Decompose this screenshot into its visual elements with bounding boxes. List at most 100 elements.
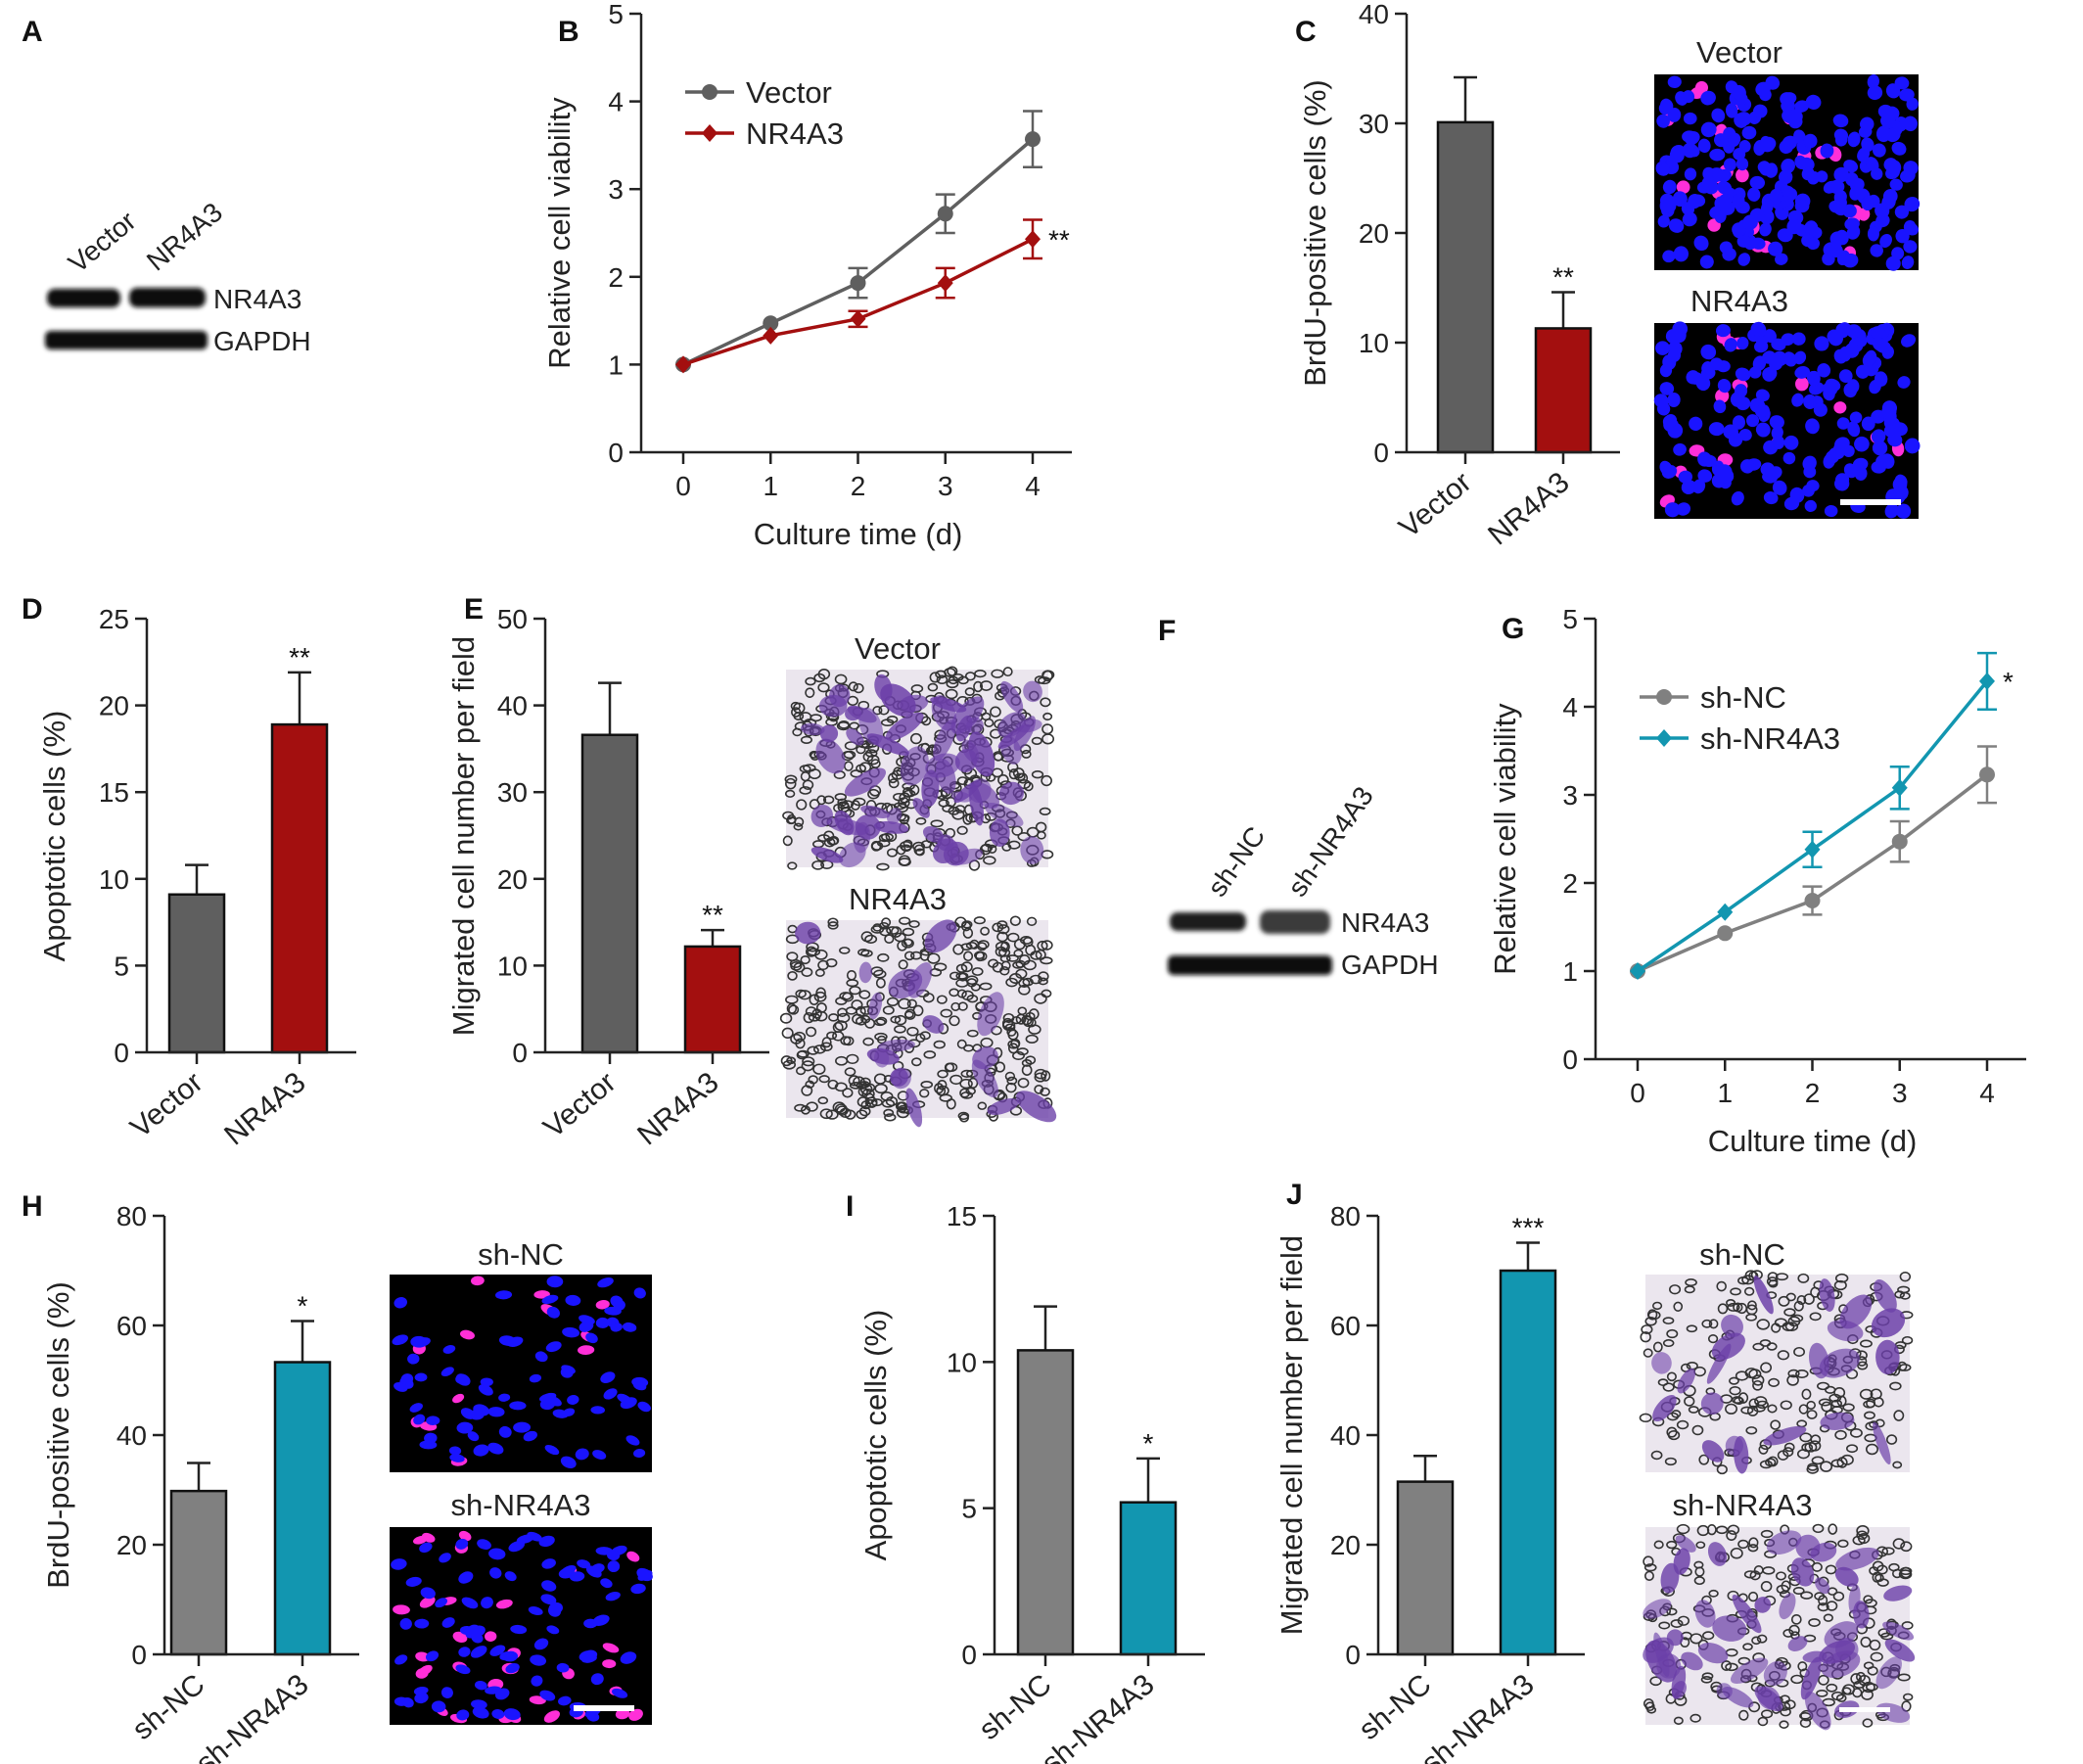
pore <box>1009 915 1021 926</box>
nucleus <box>407 1353 420 1365</box>
pore <box>1018 984 1031 996</box>
stained-cell <box>1820 1412 1855 1430</box>
pore <box>1806 1464 1820 1474</box>
nucleus <box>1713 399 1727 414</box>
nucleus <box>592 1614 610 1626</box>
pore <box>919 1089 930 1098</box>
pore <box>1816 1381 1830 1391</box>
nucleus <box>547 1604 562 1617</box>
y-tick-label: 1 <box>608 349 624 380</box>
nucleus <box>424 1432 438 1444</box>
nucleus <box>1659 382 1675 395</box>
pore <box>937 1079 948 1091</box>
pore <box>827 921 839 930</box>
stained-cell <box>858 961 873 984</box>
pore <box>973 680 984 693</box>
stained-cell <box>1721 1314 1743 1338</box>
nucleus <box>393 1381 408 1392</box>
bar-nr4a3 <box>270 722 329 1054</box>
x-category-label: sh-NR4A3 <box>1036 1668 1160 1764</box>
pore <box>945 688 958 700</box>
pore <box>834 673 848 685</box>
pore <box>1786 1374 1799 1386</box>
pore <box>832 1031 845 1042</box>
pore <box>1835 1694 1847 1702</box>
pore <box>838 720 850 729</box>
pore <box>979 680 994 691</box>
nuclei-cluster <box>392 1276 651 1468</box>
stained-cell <box>1853 1601 1870 1629</box>
pore <box>848 681 858 692</box>
chart-c: 0 10 20 30 40 BrdU-positive cells (%) C Vector N… <box>1295 0 1620 552</box>
nucleus <box>1753 321 1767 337</box>
nucleus <box>1846 225 1861 240</box>
y-tick-label: 20 <box>497 864 528 895</box>
pore <box>965 1087 976 1095</box>
y-tick-label: 15 <box>99 777 129 808</box>
nucleus <box>1879 233 1892 249</box>
nucleus <box>1724 338 1737 352</box>
pore <box>782 835 793 847</box>
nucleus <box>1715 324 1731 338</box>
pore <box>1897 1285 1911 1294</box>
nucleus <box>1892 422 1908 437</box>
pore <box>956 776 968 786</box>
stained-cell <box>888 968 923 999</box>
nucleus <box>1662 414 1677 429</box>
pore <box>1706 1524 1717 1536</box>
nucleus <box>498 1393 511 1402</box>
chart-j: 0 20 40 60 80 Migrated cell number per field J… <box>1274 1179 1585 1764</box>
pore <box>1004 1071 1016 1082</box>
nucleus <box>1768 241 1783 256</box>
pore <box>908 920 920 928</box>
y-axis-title: Relative cell viability <box>542 97 577 369</box>
pore <box>882 1005 895 1015</box>
stained-cell <box>1763 1425 1807 1446</box>
pore <box>915 817 927 825</box>
nucleus <box>1836 417 1850 430</box>
y-tick-label: 20 <box>116 1530 147 1560</box>
nucleus <box>567 1394 579 1405</box>
y-tick-label: 40 <box>1330 1420 1361 1451</box>
stained-cell <box>818 694 848 718</box>
pore <box>1795 1369 1809 1378</box>
pore <box>1779 1720 1789 1729</box>
significance-marker: ** <box>289 642 310 673</box>
nucleus <box>414 1372 428 1382</box>
pore <box>975 951 985 962</box>
nucleus <box>1852 457 1869 471</box>
nucleus <box>1870 244 1883 257</box>
nucleus <box>577 1559 591 1569</box>
nucleus <box>1874 371 1888 387</box>
pore <box>1816 1690 1828 1697</box>
nucleus <box>528 1606 543 1616</box>
pore <box>1041 989 1052 998</box>
pore <box>998 948 1011 957</box>
nucleus <box>1881 194 1896 210</box>
pore <box>802 1056 815 1067</box>
stained-cell <box>1766 1530 1802 1555</box>
pore <box>798 990 811 1000</box>
panel-f-blot: F sh-NC sh-NR4A3 NR4A3 GAPDH <box>1158 615 1439 980</box>
nucleus <box>610 1323 623 1332</box>
pore <box>786 816 797 825</box>
panel-label: D <box>22 593 43 626</box>
pore <box>1040 1087 1050 1096</box>
nucleus <box>1775 253 1788 265</box>
x-category-label: sh-NR4A3 <box>1415 1668 1540 1764</box>
pore <box>981 712 992 721</box>
pore <box>1029 974 1042 985</box>
pore <box>878 705 890 716</box>
stained-cell <box>977 992 1004 1037</box>
pore <box>1870 1651 1883 1662</box>
pore <box>1730 1547 1743 1559</box>
pore <box>864 934 878 944</box>
pore <box>1876 1564 1888 1575</box>
nucleus <box>585 1332 598 1344</box>
stained-cell <box>1875 1656 1902 1690</box>
nucleus <box>1854 436 1870 452</box>
nucleus <box>1794 365 1811 379</box>
data-point <box>1025 131 1041 148</box>
nucleus <box>1806 371 1820 384</box>
pore <box>1834 1273 1849 1283</box>
